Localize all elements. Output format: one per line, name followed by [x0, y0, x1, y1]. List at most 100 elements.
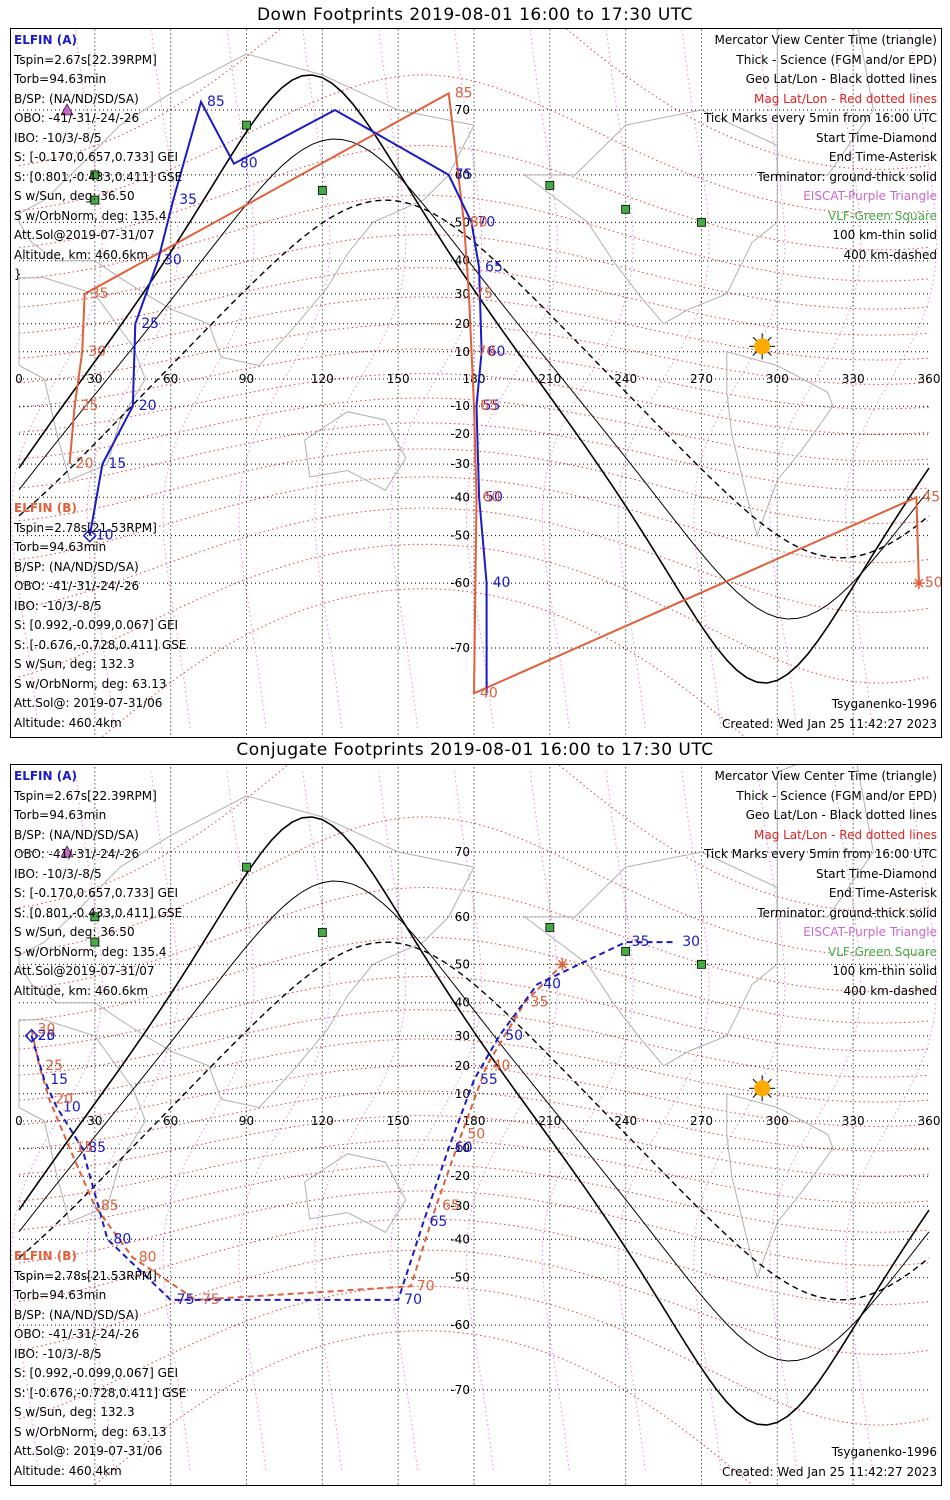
elfin-b-info-conj: ELFIN (B) Tspin=2.78s[21.53RPM] Torb=94.…: [14, 1247, 187, 1481]
elfin-b-track: [68, 91, 920, 695]
lat-tick-label: -60: [450, 576, 470, 590]
elfin-a-label: ELFIN (A): [14, 769, 77, 783]
elfin-b-line: Torb=94.63min: [14, 1288, 107, 1302]
legend-item: 400 km-dashed: [843, 983, 937, 998]
legend-item: Terminator: ground-thick solid: [757, 905, 937, 920]
continent-outline: [523, 851, 778, 1067]
mag-lat-line: [18, 1038, 930, 1103]
elfin-a-tick-label: 40: [543, 976, 561, 992]
elfin-b-tick-label: 65: [442, 1198, 460, 1214]
elfin-a-line: Att.Sol@2019-07-31/07: [14, 228, 155, 242]
elfin-b-line: Att.Sol@: 2019-07-31/06: [14, 696, 163, 710]
elfin-b-tick-label: 25: [45, 1058, 63, 1074]
start-diamond: [82, 528, 97, 543]
elfin-b-tick-label: 50: [925, 575, 941, 591]
elfin-b-line: B/SP: (NA/ND/SD/SA): [14, 559, 139, 574]
continent-outline: [726, 351, 834, 538]
elfin-a-line: IBO: -10/3/-8/5: [14, 866, 102, 881]
continent-outline: [304, 411, 407, 491]
continent-outline: [18, 1019, 146, 1223]
created-label: Created: Wed Jan 25 11:42:27 2023: [722, 1465, 937, 1479]
elfin-a-tick-label: 65: [429, 1214, 447, 1230]
continent-outline: [304, 1153, 407, 1233]
elfin-a-line: S w/OrbNorm, deg: 135.4: [14, 944, 167, 959]
elfin-b-line: S: [-0.676,-0.728,0.411] GSE: [14, 1385, 187, 1400]
elfin-a-line: IBO: -10/3/-8/5: [14, 130, 102, 145]
mag-lon-line: [314, 771, 407, 1471]
elfin-b-tick-label: 15: [76, 1140, 94, 1156]
elfin-a-info-conj: ELFIN (A) Tspin=2.67s[22.39RPM] Torb=94.…: [14, 767, 182, 1001]
elfin-a-tick-label: 35: [179, 192, 197, 208]
elfin-a-line: Torb=94.63min: [14, 808, 107, 822]
elfin-b-tick-label: 70: [477, 344, 495, 360]
lat-tick-label: 20: [455, 1059, 470, 1073]
continent-outline: [18, 795, 475, 1109]
elfin-b-tick-label: 75: [475, 286, 493, 302]
continent-outline: [18, 53, 475, 367]
elfin-a-tick-label: 60: [488, 344, 506, 360]
vlf-site-square: [90, 937, 100, 947]
elfin-b-line: Torb=94.63min: [14, 540, 107, 554]
elfin-a-line: S: [0.801,-0.433,0.411] GSE: [14, 905, 183, 920]
elfin-a-tick-label: 15: [108, 456, 126, 472]
vlf-site-square: [697, 217, 706, 227]
mag-lat-line: [18, 373, 930, 435]
eiscat-triangle: [60, 103, 74, 116]
legend-item: 400 km-dashed: [843, 247, 937, 262]
elfin-a-tick-label: 35: [632, 934, 650, 950]
lat-tick-label: 30: [455, 1029, 470, 1043]
mag-lon-line: [11, 771, 103, 1471]
mag-lat-line: [18, 348, 930, 410]
elfin-a-line: Altitude, km: 460.6km: [14, 983, 149, 998]
elfin-a-tick-label: 85: [88, 1140, 106, 1156]
elfin-a-tick-label: 70: [477, 214, 495, 230]
lat-tick-label: -10: [450, 399, 470, 413]
elfin-b-tick-label: 85: [455, 85, 473, 101]
mag-lat-line: [18, 74, 930, 215]
lat-tick-label: 70: [455, 103, 470, 117]
lon-tick-label: 90: [239, 1114, 254, 1128]
lat-tick-label: 40: [455, 996, 470, 1010]
lat-tick-label: 60: [455, 910, 470, 924]
elfin-a-tick-label: 55: [483, 398, 501, 414]
elfin-a-tick-label: 10: [63, 1099, 81, 1115]
elfin-a-tick-label: 25: [38, 1028, 56, 1044]
lon-tick-label: 120: [311, 372, 334, 386]
mag-lat-line: [18, 1164, 930, 1233]
elfin-b-tick-label: 30: [88, 344, 106, 360]
elfin-a-line: S: [0.801,-0.433,0.411] GSE: [14, 169, 183, 184]
elfin-a-tick-label: 60: [455, 1140, 473, 1156]
lat-tick-label: 10: [455, 345, 470, 359]
lat-tick-label: -30: [450, 457, 470, 471]
model-label: Tsyganenko-1996: [831, 697, 937, 711]
elfin-b-line: IBO: -10/3/-8/5: [14, 598, 102, 613]
elfin-b-line: OBO: -41/-31/-24/-26: [14, 1327, 140, 1341]
vlf-site-square: [621, 204, 631, 214]
lon-tick-label: 240: [614, 372, 637, 386]
start-diamond: [24, 1028, 39, 1043]
vlf-site-square: [317, 186, 327, 195]
elfin-b-track: [30, 963, 564, 1301]
legend-item: Mag Lat/Lon - Red dotted lines: [753, 827, 937, 842]
vlf-site-square: [545, 180, 555, 190]
elfin-b-tick-label: 65: [480, 398, 498, 414]
eiscat-triangle: [60, 845, 74, 858]
mag-lon-line: [390, 29, 483, 729]
elfin-a-tick-label: 15: [50, 1072, 68, 1088]
terminator-100km-line: [18, 138, 930, 620]
lat-tick-label: -60: [450, 1318, 470, 1332]
mag-lat-line: [18, 296, 930, 361]
vlf-site-square: [242, 120, 251, 130]
lon-tick-label: 120: [311, 1114, 334, 1128]
elfin-a-tick-label: 80: [113, 1231, 131, 1247]
elfin-b-tick-label: 80: [470, 214, 488, 230]
elfin-b-tick-label: 75: [202, 1292, 220, 1308]
elfin-a-line: S w/OrbNorm, deg: 135.4: [14, 208, 167, 223]
legend-item: Mercator View Center Time (triangle): [714, 769, 937, 783]
vlf-site-square: [317, 928, 327, 937]
elfin-a-line: B/SP: (NA/ND/SD/SA): [14, 827, 139, 842]
elfin-b-tick-label: 50: [467, 1127, 485, 1143]
continent-outline: [726, 1093, 834, 1280]
lon-tick-label: 150: [387, 372, 410, 386]
mag-lat-line: [18, 816, 930, 957]
